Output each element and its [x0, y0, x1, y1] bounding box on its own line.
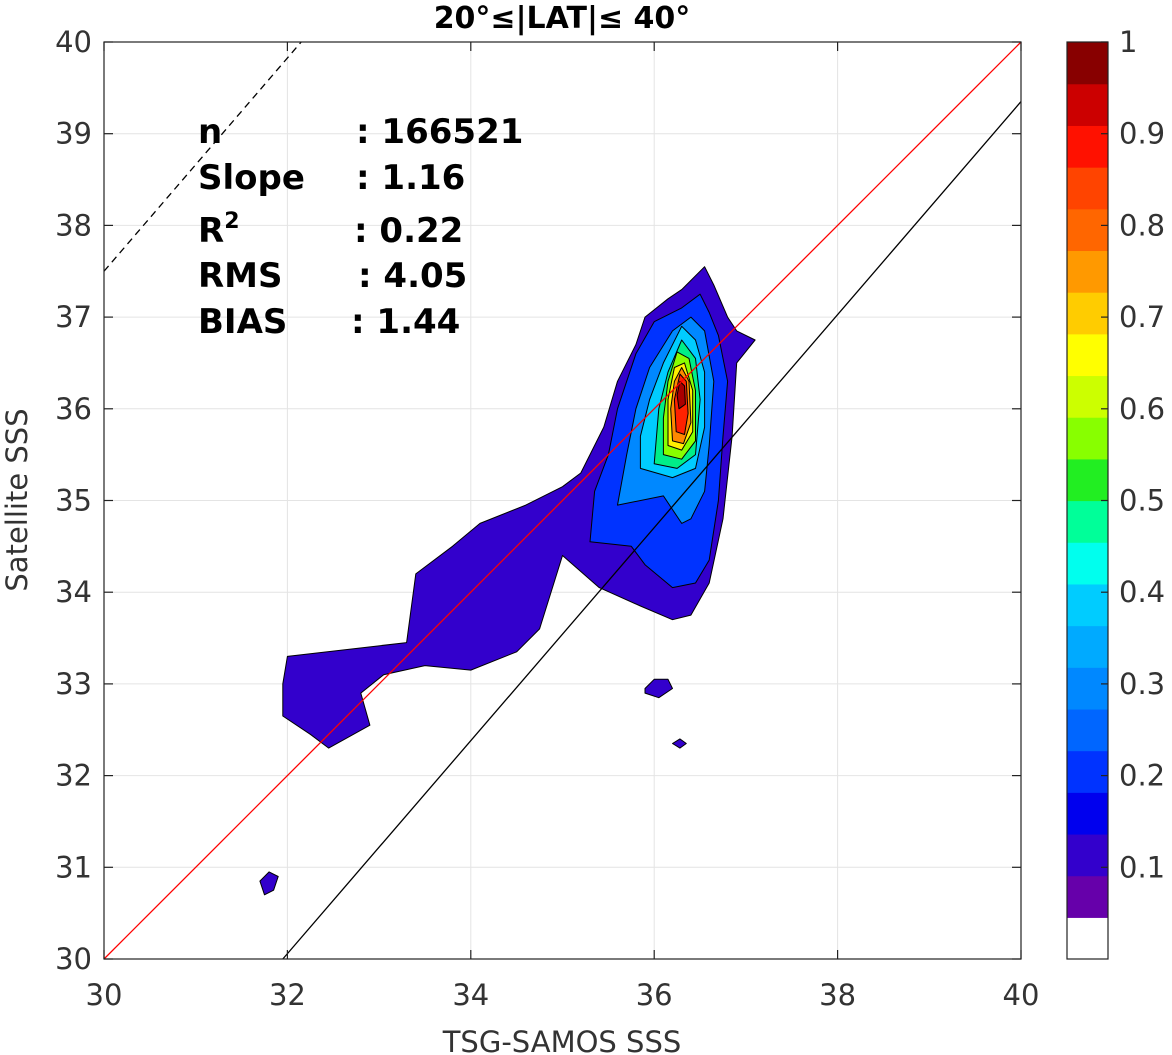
colorbar-segment: [1067, 583, 1108, 627]
stat-slope-value: : 1.16: [356, 158, 465, 198]
colorbar-segment: [1067, 458, 1108, 502]
colorbar-segment: [1067, 500, 1108, 543]
colorbar-segment: [1067, 375, 1108, 418]
colorbar-segment: [1067, 208, 1108, 252]
x-tick-label: 32: [269, 978, 306, 1012]
colorbar-ticks: 0.1 0.2 0.3 0.4 0.5 0.6 0.7 0.8 0.9 1: [1101, 25, 1165, 884]
y-tick-label: 30: [55, 942, 92, 976]
stat-bias-label: BIAS: [198, 302, 287, 342]
colorbar-tick-label: 0.6: [1119, 392, 1165, 426]
plot-frame: [103, 41, 1022, 960]
colorbar-tick-label: 0.7: [1119, 300, 1165, 334]
stat-bias-value: : 1.44: [351, 302, 460, 342]
stats-box: n : 166521 Slope : 1.16 R2 : 0.22 RMS : …: [198, 112, 523, 342]
colorbar-tick-label: 1: [1119, 25, 1137, 59]
colorbar-segment: [1067, 917, 1108, 960]
y-tick-label: 38: [55, 208, 92, 242]
colorbar-segment: [1067, 417, 1108, 460]
contour-region: [259, 871, 279, 896]
colorbar-tick-label: 0.2: [1119, 759, 1165, 793]
contour-region: [672, 738, 687, 749]
colorbar-tick-label: 0.9: [1119, 117, 1165, 151]
colorbar-segment: [1067, 750, 1108, 793]
stat-rms-value: : 4.05: [358, 256, 467, 296]
colorbar-segment: [1067, 83, 1108, 126]
y-tick-labels: 30 31 32 33 34 35 36 37 38 39 40: [55, 25, 92, 976]
colorbar-segment: [1067, 167, 1108, 210]
reference-lines: [103, 41, 1022, 960]
colorbar-segment: [1067, 125, 1108, 168]
x-tick-label: 36: [636, 978, 673, 1012]
colorbar-tick-label: 0.3: [1119, 667, 1165, 701]
colorbar-segment: [1067, 42, 1108, 85]
colorbar-tick-label: 0.4: [1119, 575, 1165, 609]
colorbar-segment: [1067, 250, 1108, 293]
y-tick-label: 32: [55, 759, 92, 793]
y-tick-label: 39: [55, 117, 92, 151]
one-to-one-line: [103, 41, 1022, 960]
x-tick-labels: 30 32 34 36 38 40: [86, 978, 1040, 1012]
y-axis-label: Satellite SSS: [0, 408, 34, 591]
colorbar-segment: [1067, 875, 1108, 918]
stat-slope-label: Slope: [198, 158, 305, 198]
stat-r2-label: R2: [198, 209, 240, 251]
colorbar-segment: [1067, 333, 1108, 377]
x-tick-label: 30: [86, 978, 123, 1012]
colorbar-tick-label: 0.1: [1119, 850, 1165, 884]
y-tick-label: 36: [55, 392, 92, 426]
fit-line: [282, 101, 1022, 960]
offset-line: [103, 41, 302, 272]
x-axis-label: TSG-SAMOS SSS: [442, 1025, 682, 1055]
x-tick-label: 40: [1003, 978, 1040, 1012]
y-tick-label: 33: [55, 667, 92, 701]
y-tick-label: 37: [55, 300, 92, 334]
colorbar-tick-label: 0.8: [1119, 208, 1165, 242]
contour-plot: [259, 266, 756, 896]
colorbar-segment: [1067, 625, 1108, 668]
colorbar-segment: [1067, 292, 1108, 335]
y-tick-label: 34: [55, 575, 92, 609]
contour-region: [676, 380, 686, 410]
colorbar-segment: [1067, 833, 1108, 877]
stat-n-value: : 166521: [356, 112, 523, 152]
colorbar-segment: [1067, 667, 1108, 710]
stat-r2-value: : 0.22: [354, 211, 463, 251]
x-tick-label: 34: [452, 978, 489, 1012]
stat-rms-label: RMS: [198, 256, 283, 296]
x-tick-label: 38: [819, 978, 856, 1012]
y-tick-label: 40: [55, 25, 92, 59]
colorbar-segment: [1067, 792, 1108, 835]
stat-n-label: n: [198, 112, 222, 152]
colorbar-segment: [1067, 708, 1108, 752]
y-tick-label: 31: [55, 850, 92, 884]
contour-region: [644, 678, 673, 699]
colorbar-tick-label: 0.5: [1119, 484, 1165, 518]
chart-title: 20°≤|LAT|≤ 40°: [434, 1, 691, 36]
colorbar-segment: [1067, 542, 1108, 585]
colorbar: [1066, 41, 1109, 960]
y-tick-label: 35: [55, 484, 92, 518]
